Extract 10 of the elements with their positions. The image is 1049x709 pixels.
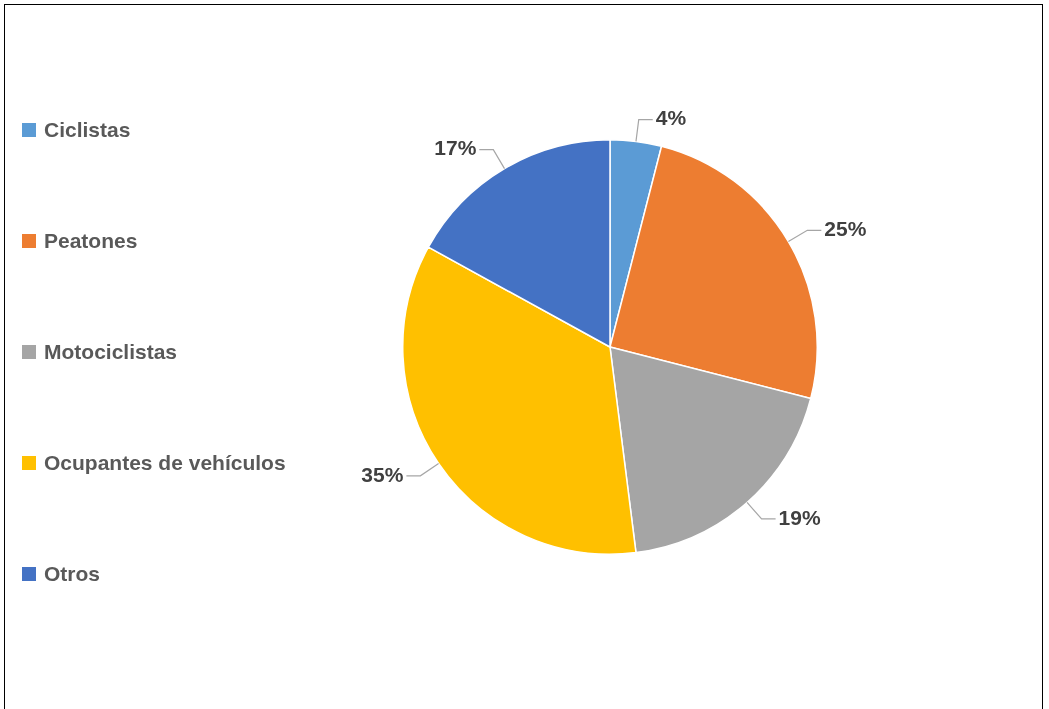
data-label: 17% <box>434 136 477 160</box>
legend-label: Ocupantes de vehículos <box>44 451 286 475</box>
data-label: 4% <box>655 106 687 130</box>
legend-label: Ciclistas <box>44 118 131 142</box>
legend-label: Motociclistas <box>44 340 178 364</box>
data-label: 35% <box>361 462 404 486</box>
data-label: 19% <box>778 505 821 529</box>
legend-label: Otros <box>44 562 101 586</box>
data-label: 25% <box>824 217 867 241</box>
legend-label: Peatones <box>44 229 138 253</box>
